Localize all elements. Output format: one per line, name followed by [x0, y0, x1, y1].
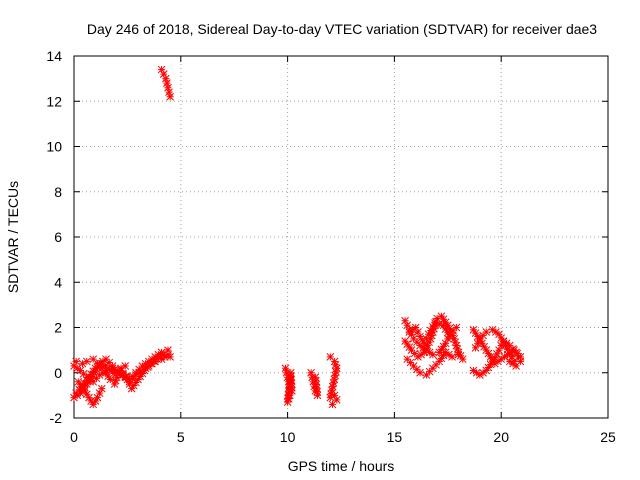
data-point: [281, 364, 290, 373]
x-tick-label: 5: [177, 429, 185, 445]
x-tick-label: 0: [70, 429, 78, 445]
data-point: [164, 83, 172, 92]
plot-frame: [73, 55, 609, 419]
data-series-track-16: [471, 325, 521, 370]
data-series-track-6: [157, 65, 174, 101]
data-point: [416, 368, 424, 377]
data-point: [428, 350, 437, 359]
data-series-track-12: [403, 348, 463, 379]
y-tick-label: 10: [46, 139, 62, 155]
data-point: [448, 353, 456, 361]
data-point: [446, 332, 454, 341]
data-point: [516, 357, 525, 366]
data-point: [482, 328, 491, 336]
data-point: [288, 386, 296, 395]
data-point: [121, 362, 130, 370]
data-point: [157, 348, 166, 357]
data-point: [328, 400, 337, 409]
data-point: [166, 92, 174, 101]
data-series-track-8: [307, 368, 322, 400]
data-series-track-13: [405, 319, 454, 348]
data-series-track-9: [326, 353, 341, 409]
y-tick-label: 2: [54, 320, 62, 336]
data-point: [164, 346, 172, 354]
data-point: [76, 389, 85, 397]
y-tick-label: 6: [54, 229, 62, 245]
data-point: [72, 357, 80, 366]
y-tick-label: 0: [54, 365, 62, 381]
data-point: [503, 345, 512, 354]
data-series-track-3: [70, 346, 172, 402]
data-series-track-5: [74, 377, 106, 409]
data-series-track-4: [72, 355, 130, 388]
data-point: [97, 384, 106, 393]
data-point: [161, 74, 170, 83]
data-point: [411, 323, 420, 332]
data-point: [505, 357, 514, 366]
data-point: [439, 321, 448, 330]
y-tick-label: 12: [46, 93, 62, 109]
data-point: [435, 320, 444, 328]
marker-layer: [70, 65, 525, 409]
y-tick-label: 14: [46, 48, 62, 64]
y-axis-title: SDTVAR / TECUs: [5, 181, 21, 293]
data-point: [312, 384, 321, 392]
y-tick-label: 8: [54, 184, 62, 200]
y-tick-label: 4: [54, 274, 62, 290]
x-tick-label: 25: [600, 429, 616, 445]
data-point: [454, 350, 463, 359]
x-tick-label: 10: [280, 429, 296, 445]
data-point: [163, 79, 171, 88]
tick-layer: 0 5 10 15 20 25 -2 0 2 4 6 8 10 12 14: [46, 48, 616, 445]
data-point: [452, 323, 461, 332]
x-axis-title: GPS time / hours: [288, 458, 395, 474]
data-point: [431, 319, 439, 327]
grid-layer: [74, 56, 608, 418]
data-point: [166, 353, 174, 361]
data-series-track-7: [281, 364, 296, 407]
data-point: [426, 326, 435, 335]
data-point: [311, 373, 320, 382]
chart-title: Day 246 of 2018, Sidereal Day-to-day VTE…: [87, 21, 597, 37]
x-tick-label: 15: [387, 429, 403, 445]
data-series-track-10: [401, 316, 461, 359]
data-point: [405, 343, 414, 351]
data-point: [165, 88, 173, 97]
y-tick-label: -2: [50, 410, 63, 426]
data-point: [82, 357, 91, 366]
data-point: [286, 368, 295, 377]
x-tick-label: 20: [493, 429, 509, 445]
